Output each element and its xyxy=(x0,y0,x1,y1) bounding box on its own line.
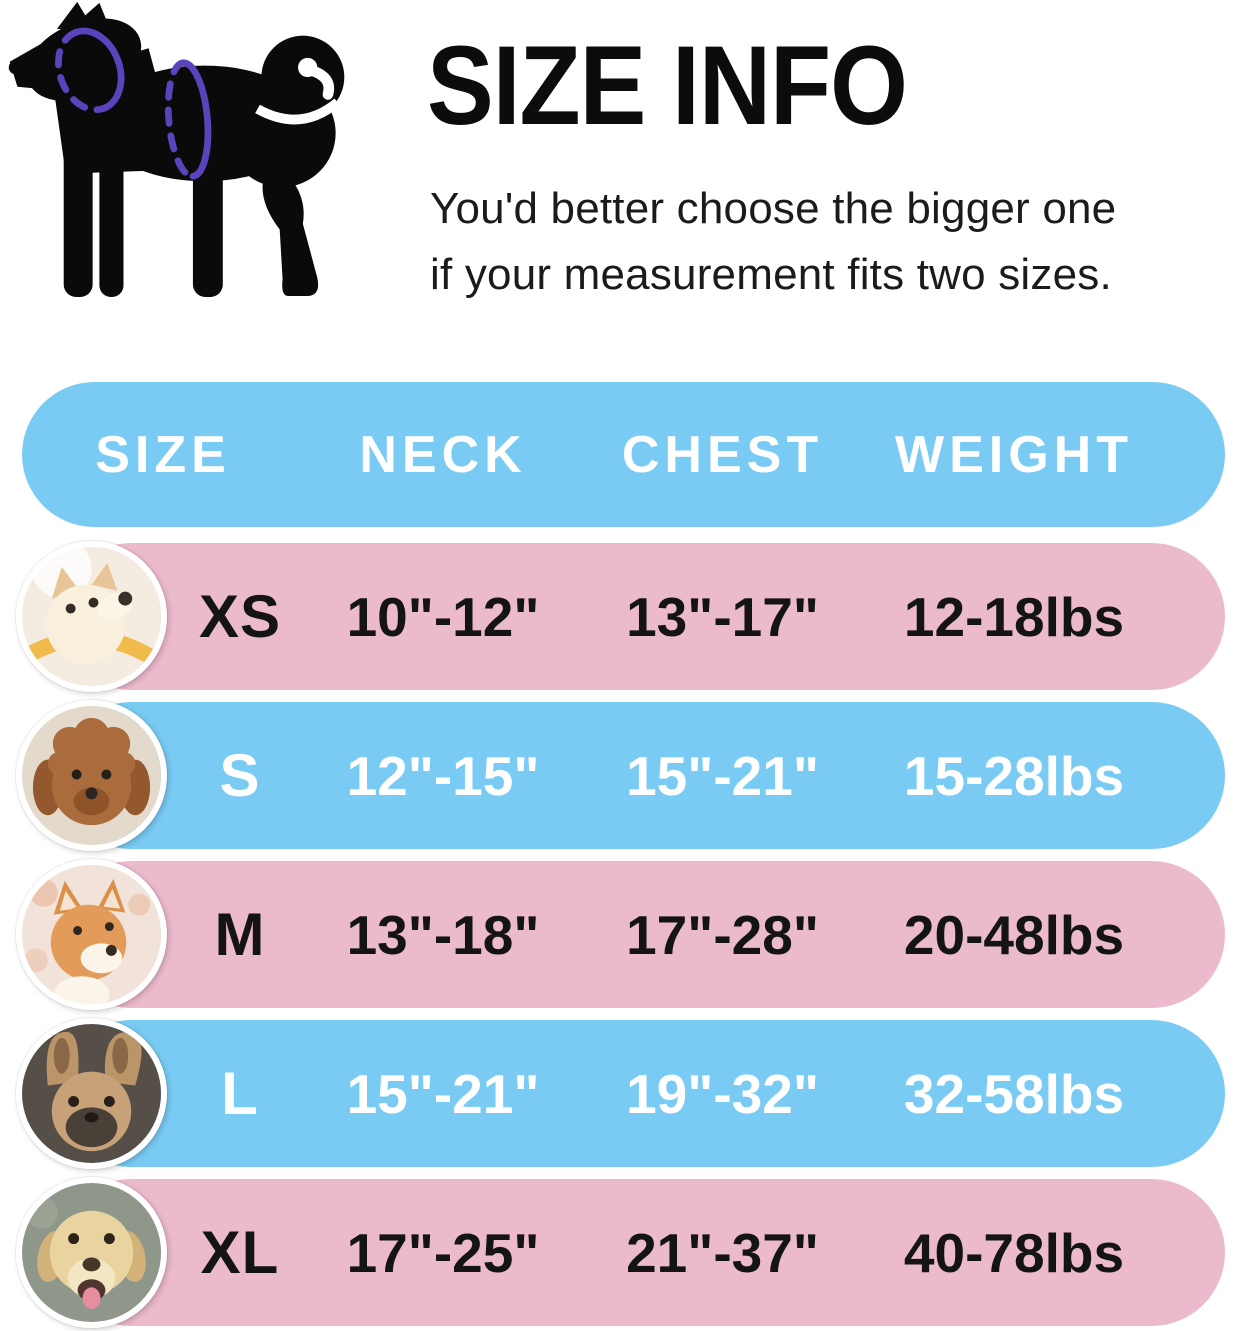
chest-ring-icon xyxy=(164,59,212,180)
table-row-xl: XL 17"-25" 21"-37" 40-78lbs xyxy=(0,1177,1247,1328)
table-header-row: SIZE NECK CHEST WEIGHT xyxy=(0,382,1247,527)
dog-measurement-diagram xyxy=(2,0,407,322)
page-subtitle: You'd better choose the bigger one if yo… xyxy=(430,176,1116,308)
dog-photo-pomeranian xyxy=(16,541,167,692)
cell-size: XS xyxy=(198,583,282,650)
cell-weight: 40-78lbs xyxy=(903,1221,1125,1284)
row-pill xyxy=(58,861,1225,1008)
table-row-m: M 13"-18" 17"-28" 20-48lbs xyxy=(0,859,1247,1010)
cell-neck: 15"-21" xyxy=(346,1062,540,1125)
cell-chest: 21"-37" xyxy=(626,1221,819,1284)
dog-photo-french-bulldog xyxy=(16,1018,167,1169)
cell-weight: 32-58lbs xyxy=(903,1062,1125,1125)
row-pill xyxy=(58,1179,1225,1326)
table-row-l: L 15"-21" 19"-32" 32-58lbs xyxy=(0,1018,1247,1169)
size-table: SIZE NECK CHEST WEIGHT xyxy=(0,382,1247,1328)
cell-neck: 12"-15" xyxy=(346,744,540,807)
subtitle-line-2: if your measurement fits two sizes. xyxy=(430,250,1112,299)
dog-photo-toy-poodle xyxy=(16,700,167,851)
header-cell-size: SIZE xyxy=(95,425,231,484)
header-pill xyxy=(22,382,1225,527)
cell-neck: 13"-18" xyxy=(346,903,540,966)
cell-chest: 19"-32" xyxy=(626,1062,819,1125)
cell-weight: 20-48lbs xyxy=(903,903,1125,966)
dog-photo-shiba-inu xyxy=(16,859,167,1010)
row-pill xyxy=(58,702,1225,849)
cell-size: M xyxy=(214,901,266,968)
cell-chest: 17"-28" xyxy=(626,903,819,966)
cell-size: S xyxy=(219,742,261,809)
cell-weight: 15-28lbs xyxy=(903,744,1125,807)
page-title: SIZE INFO xyxy=(427,23,908,149)
header-cell-chest: CHEST xyxy=(621,425,824,484)
neck-ring-icon xyxy=(55,27,125,114)
cell-neck: 10"-12" xyxy=(346,585,540,648)
cell-chest: 15"-21" xyxy=(626,744,819,807)
dog-silhouette-icon xyxy=(8,1,345,297)
row-pill xyxy=(58,543,1225,690)
header-cell-neck: NECK xyxy=(359,425,527,484)
cell-neck: 17"-25" xyxy=(346,1221,540,1284)
cell-size: XL xyxy=(200,1219,280,1286)
cell-size: L xyxy=(221,1060,259,1127)
table-row-xs: XS 10"-12" 13"-17" 12-18lbs xyxy=(0,541,1247,692)
subtitle-line-1: You'd better choose the bigger one xyxy=(430,184,1117,233)
dog-photo-labrador xyxy=(16,1177,167,1328)
row-pill xyxy=(58,1020,1225,1167)
cell-weight: 12-18lbs xyxy=(903,585,1125,648)
table-row-s: S 12"-15" 15"-21" 15-28lbs xyxy=(0,700,1247,851)
cell-chest: 13"-17" xyxy=(626,585,819,648)
header-cell-weight: WEIGHT xyxy=(895,425,1133,484)
